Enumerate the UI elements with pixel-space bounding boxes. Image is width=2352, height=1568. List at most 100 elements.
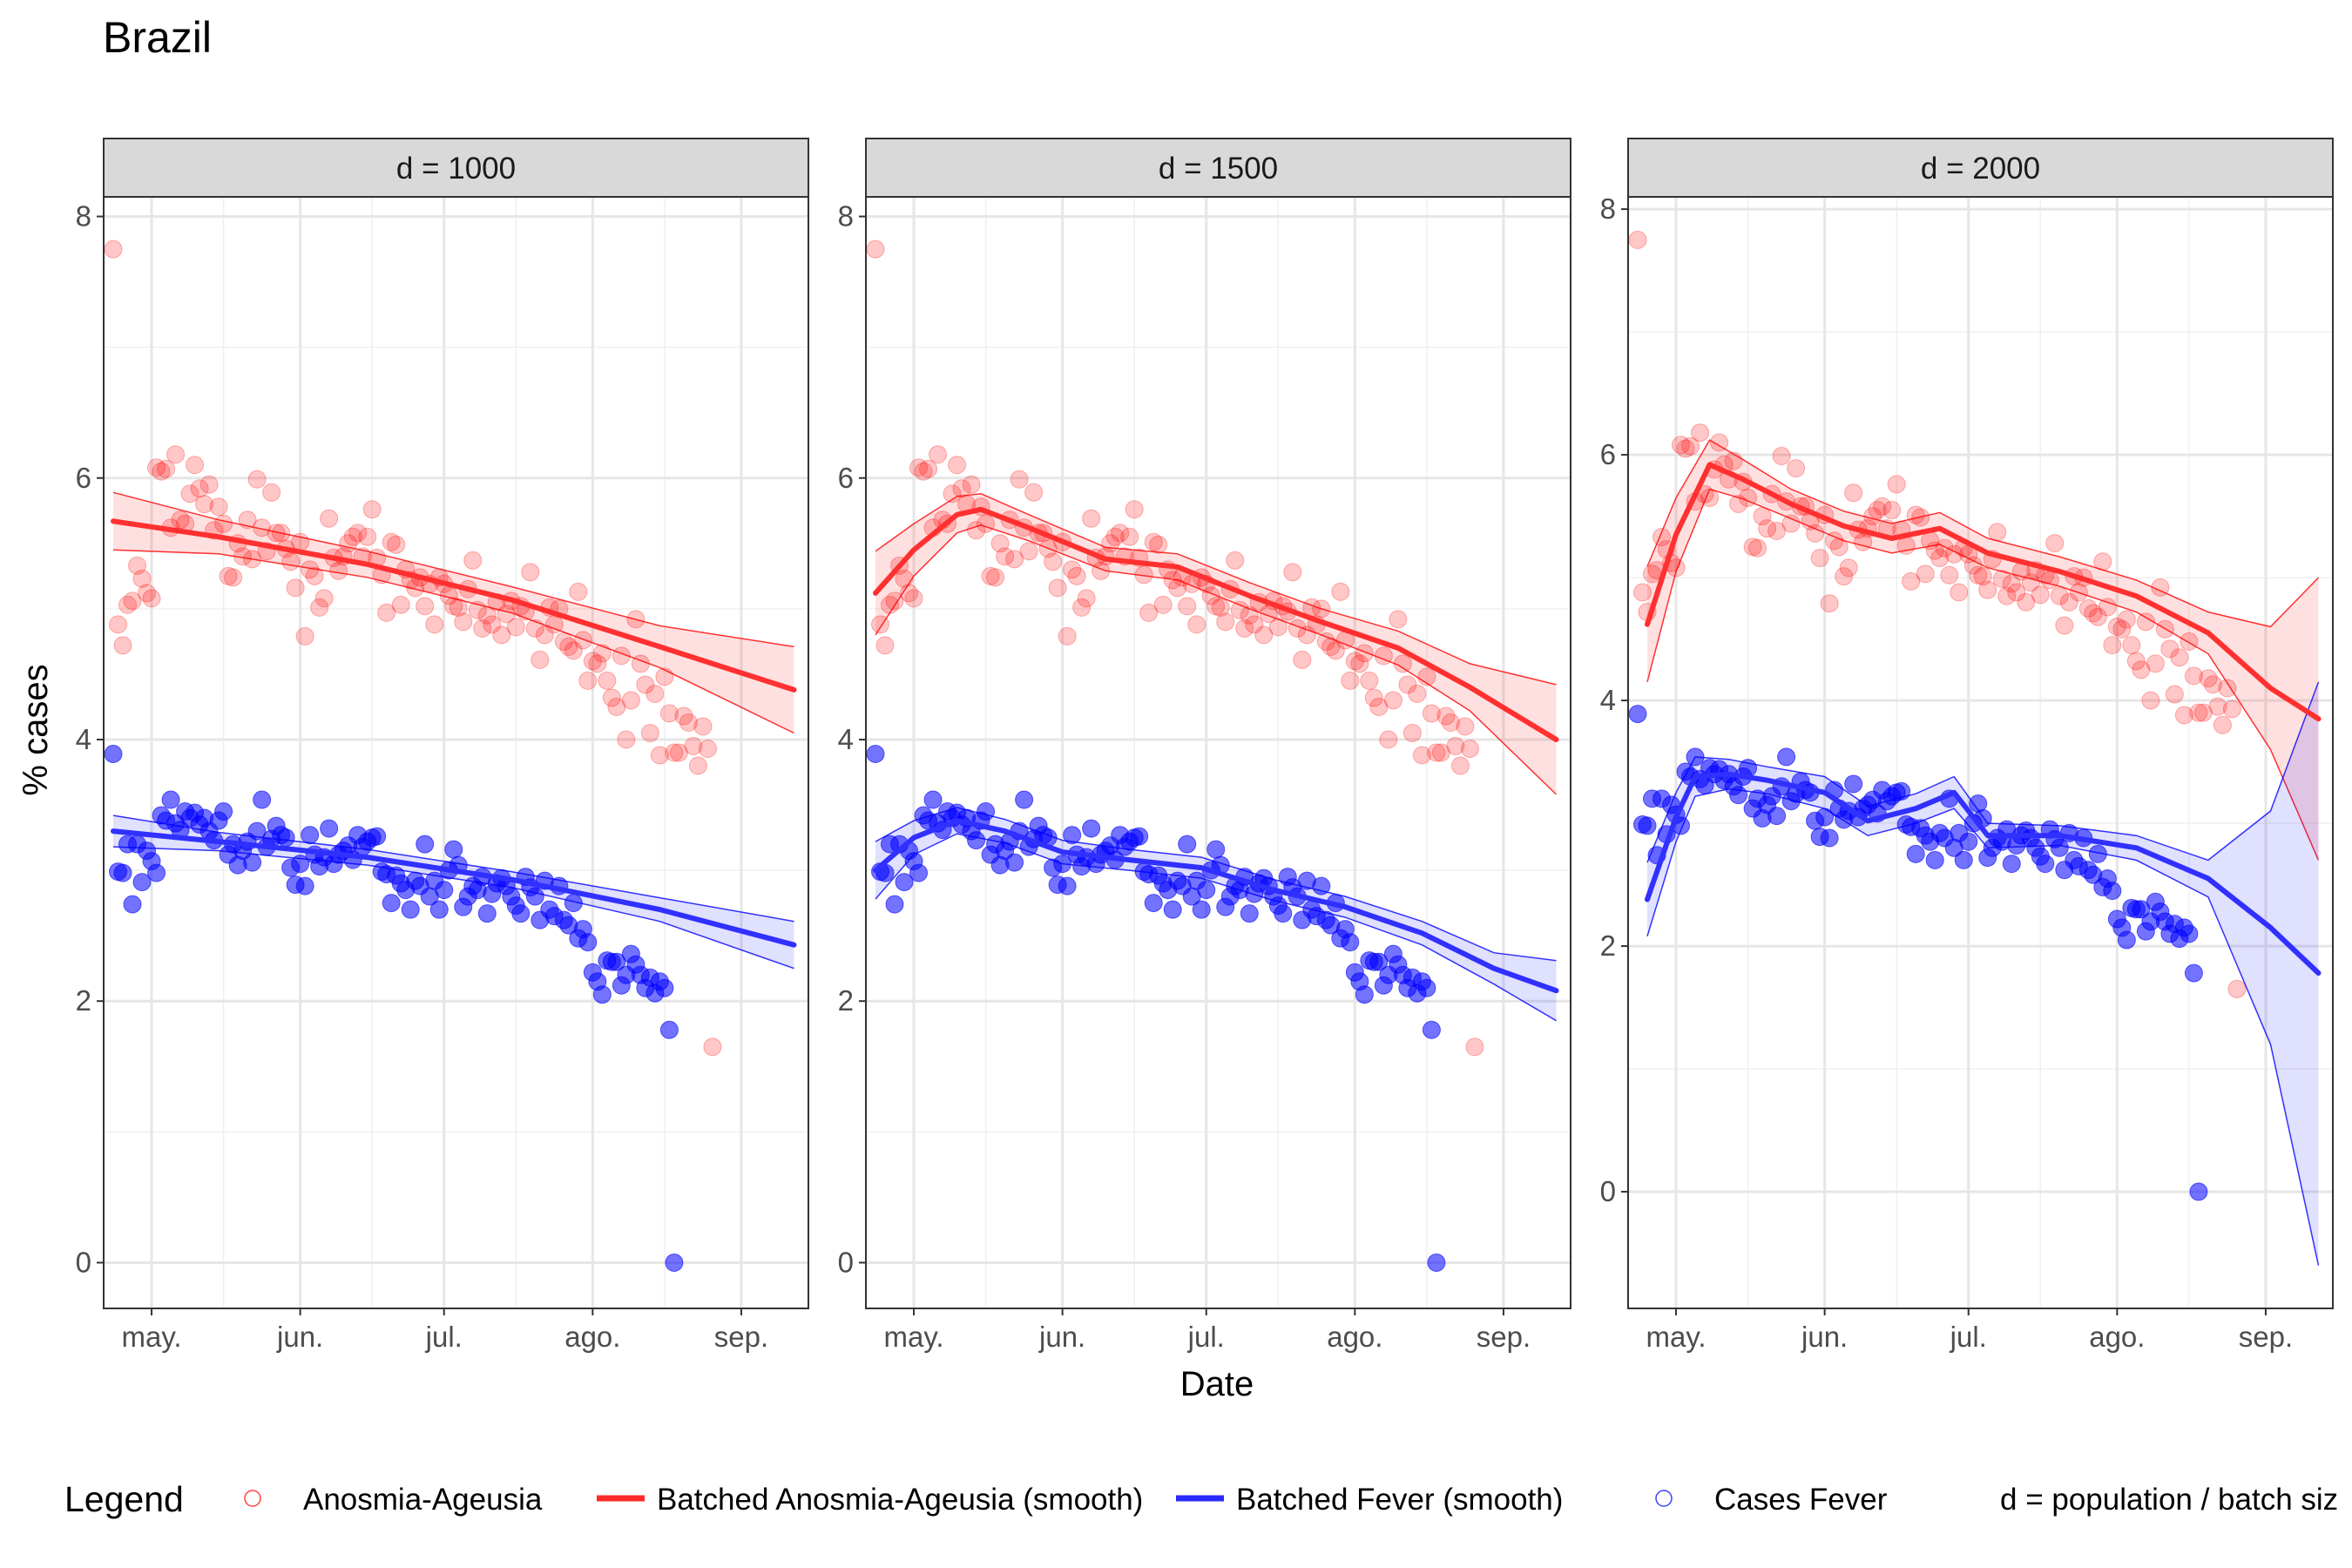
anosmia-point: [881, 595, 900, 614]
fever-point: [2002, 855, 2021, 874]
anosmia-point: [1206, 597, 1226, 616]
anosmia-point: [1331, 582, 1350, 601]
fever-point: [104, 745, 123, 764]
anosmia-point: [118, 595, 138, 614]
y-tick-label: 8: [838, 200, 854, 233]
anosmia-point: [1038, 539, 1058, 558]
anosmia-point: [406, 578, 425, 598]
anosmia-point: [1810, 549, 1829, 568]
anosmia-point: [2040, 571, 2059, 590]
y-tick-label: 8: [76, 200, 91, 233]
anosmia-point: [990, 534, 1010, 553]
anosmia-point: [113, 636, 132, 655]
anosmia-point: [1134, 565, 1153, 585]
anosmia-point: [1925, 541, 1944, 560]
anosmia-point: [449, 598, 468, 617]
anosmia-point: [592, 644, 612, 663]
fever-point: [1130, 827, 1149, 846]
anosmia-point: [190, 479, 209, 498]
anosmia-point: [1230, 600, 1249, 619]
anosmia-point: [224, 568, 243, 587]
legend-key-point: [244, 1490, 261, 1507]
anosmia-point: [2136, 612, 2155, 632]
anosmia-point: [1063, 560, 1082, 579]
anosmia-point: [301, 560, 320, 579]
fever-point: [1240, 904, 1259, 923]
anosmia-point: [2107, 617, 2126, 636]
x-tick-label: may.: [122, 1321, 182, 1353]
anosmia-point: [1882, 501, 1902, 520]
fever-point: [416, 835, 435, 854]
fever-point: [1767, 807, 1787, 826]
fever-point: [1892, 781, 1911, 801]
anosmia-point: [1896, 536, 1916, 555]
anosmia-point: [1729, 494, 1748, 513]
anosmia-point: [2189, 703, 2208, 722]
anosmia-point: [1873, 497, 1892, 516]
fever-point: [247, 821, 267, 841]
anosmia-point: [1101, 534, 1120, 553]
fever-point: [977, 802, 996, 821]
fever-point: [320, 819, 339, 838]
anosmia-point: [2213, 715, 2232, 734]
anosmia-point: [343, 527, 362, 546]
anosmia-point: [1935, 538, 1954, 558]
anosmia-smooth-line: [111, 518, 797, 693]
facet-strip-label: d = 1000: [396, 152, 516, 186]
anosmia-point: [147, 458, 166, 477]
anosmia-point: [1863, 507, 1882, 526]
anosmia-point: [1829, 537, 1848, 557]
anosmia-point: [929, 445, 948, 464]
anosmia-point: [233, 547, 253, 566]
anosmia-point: [602, 688, 621, 707]
anosmia-point: [1144, 532, 1163, 551]
anosmia-point: [1973, 567, 1992, 586]
anosmia-point: [919, 459, 938, 478]
legend-title: Legend: [64, 1479, 184, 1519]
anosmia-point: [320, 509, 339, 528]
anosmia-point: [1739, 488, 1758, 507]
anosmia-point: [348, 524, 368, 543]
anosmia-point: [1163, 571, 1182, 590]
fever-point: [1178, 835, 1197, 854]
anosmia-point: [1111, 524, 1130, 543]
anosmia-point: [645, 684, 665, 703]
anosmia-point: [636, 675, 655, 694]
anosmia-point: [2180, 632, 2199, 651]
anosmia-point: [2055, 616, 2074, 635]
anosmia-point: [1456, 717, 1475, 736]
y-tick-label: 8: [1600, 193, 1616, 225]
fever-point: [1341, 933, 1360, 952]
fever-point: [161, 790, 180, 809]
x-tick-label: sep.: [2239, 1321, 2293, 1353]
fever-point: [301, 826, 320, 845]
anosmia-point: [1758, 519, 1777, 538]
anosmia-point: [1187, 615, 1206, 634]
anosmia-point: [463, 551, 483, 570]
anosmia-point: [2218, 679, 2237, 698]
legend-label: Anosmia-Ageusia: [303, 1483, 543, 1517]
anosmia-point: [1293, 650, 1312, 669]
anosmia-point: [612, 646, 631, 666]
anosmia-point: [1048, 578, 1067, 598]
fever-point: [659, 1020, 679, 1039]
anosmia-point: [214, 514, 233, 533]
anosmia-point: [2146, 654, 2165, 673]
anosmia-point: [2093, 552, 2112, 571]
anosmia-point: [1460, 739, 1479, 758]
anosmia-point: [199, 475, 219, 494]
anosmia-point: [2151, 578, 2170, 597]
anosmia-point: [1316, 632, 1335, 651]
anosmia-smooth-ribbon: [113, 492, 794, 733]
anosmia-point: [1341, 671, 1360, 690]
anosmia-point: [866, 240, 885, 259]
anosmia-point: [1417, 667, 1436, 686]
anosmia-point: [2050, 586, 2069, 605]
anosmia-point: [674, 706, 693, 726]
anosmia-point: [506, 618, 525, 637]
x-tick-label: jun.: [1038, 1321, 1085, 1353]
anosmia-point: [1120, 527, 1139, 546]
fever-smooth-band-hi: [1646, 681, 2320, 863]
anosmia-point: [2170, 648, 2189, 667]
